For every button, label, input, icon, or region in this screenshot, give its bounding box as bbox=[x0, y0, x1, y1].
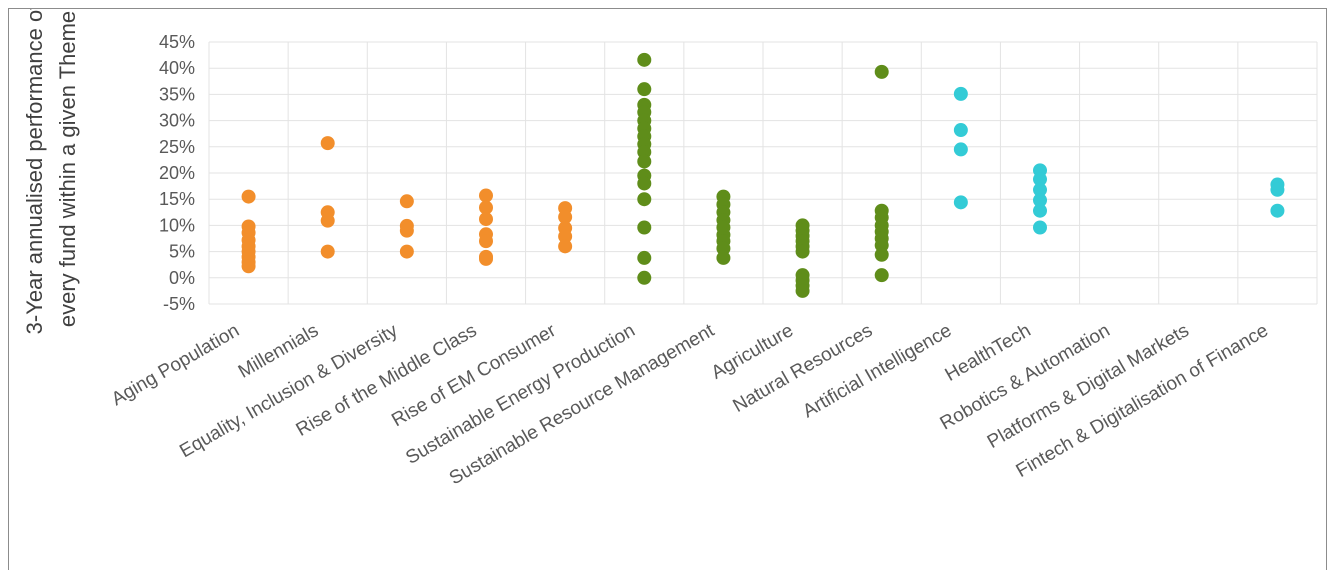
y-tick-label: 10% bbox=[159, 215, 195, 235]
y-tick-label: 40% bbox=[159, 58, 195, 78]
data-point bbox=[479, 200, 493, 215]
data-point bbox=[1033, 203, 1047, 218]
data-point bbox=[953, 123, 968, 138]
data-point bbox=[479, 234, 493, 249]
data-point bbox=[558, 239, 573, 254]
y-tick-label: 0% bbox=[169, 268, 195, 288]
data-point bbox=[1033, 172, 1047, 187]
gridlines bbox=[208, 41, 1318, 305]
y-axis-label: 3-Year annualised performance of every f… bbox=[22, 9, 80, 334]
y-axis-label-line-2: every fund within a given Theme bbox=[55, 11, 80, 327]
data-point bbox=[399, 223, 414, 238]
data-point bbox=[953, 142, 968, 157]
x-tick-label: Aging Population bbox=[108, 320, 243, 410]
data-point bbox=[1270, 203, 1285, 218]
data-point bbox=[874, 268, 889, 283]
data-point bbox=[479, 212, 493, 227]
data-point bbox=[637, 192, 652, 207]
y-tick-label: 5% bbox=[169, 242, 195, 262]
data-point bbox=[1033, 182, 1047, 197]
data-point bbox=[241, 259, 256, 274]
data-point bbox=[1033, 220, 1047, 235]
y-tick-label: 20% bbox=[159, 163, 195, 183]
data-point bbox=[479, 188, 493, 203]
y-tick-label: -5% bbox=[163, 294, 195, 314]
data-point bbox=[953, 86, 968, 101]
y-axis-label-line-1: 3-Year annualised performance of bbox=[22, 9, 47, 334]
data-point bbox=[399, 194, 414, 209]
y-tick-label: 25% bbox=[159, 137, 195, 157]
data-point bbox=[558, 210, 573, 225]
data-point bbox=[320, 213, 335, 228]
data-point bbox=[320, 244, 335, 259]
data-point bbox=[795, 244, 810, 259]
data-point bbox=[1033, 193, 1047, 208]
data-point bbox=[637, 154, 652, 169]
data-point bbox=[1270, 182, 1285, 197]
chart-frame: 3-Year annualised performance of every f… bbox=[8, 8, 1327, 570]
data-point bbox=[241, 189, 256, 204]
x-tick-label: Artificial Intelligence bbox=[799, 320, 955, 422]
data-point bbox=[874, 247, 889, 262]
y-axis-ticks: -5% 0% 5% 10% 15% 20% 25% 30% 35% 40% 45% bbox=[159, 32, 195, 314]
data-point bbox=[637, 220, 652, 235]
data-point bbox=[479, 251, 493, 266]
data-point bbox=[874, 64, 889, 79]
data-point bbox=[637, 82, 652, 97]
y-tick-label: 35% bbox=[159, 84, 195, 104]
scatter-chart: 3-Year annualised performance of every f… bbox=[22, 9, 1318, 490]
y-tick-label: 30% bbox=[159, 111, 195, 131]
y-tick-label: 45% bbox=[159, 32, 195, 52]
data-point bbox=[795, 283, 810, 298]
data-point bbox=[716, 250, 731, 265]
data-point bbox=[637, 176, 652, 191]
data-point bbox=[637, 52, 652, 67]
data-point bbox=[637, 270, 652, 285]
y-tick-label: 15% bbox=[159, 189, 195, 209]
data-point bbox=[558, 229, 573, 244]
data-point bbox=[399, 244, 414, 259]
data-points bbox=[241, 52, 1285, 298]
data-point bbox=[953, 195, 968, 210]
data-point bbox=[637, 250, 652, 265]
data-point bbox=[320, 136, 335, 151]
